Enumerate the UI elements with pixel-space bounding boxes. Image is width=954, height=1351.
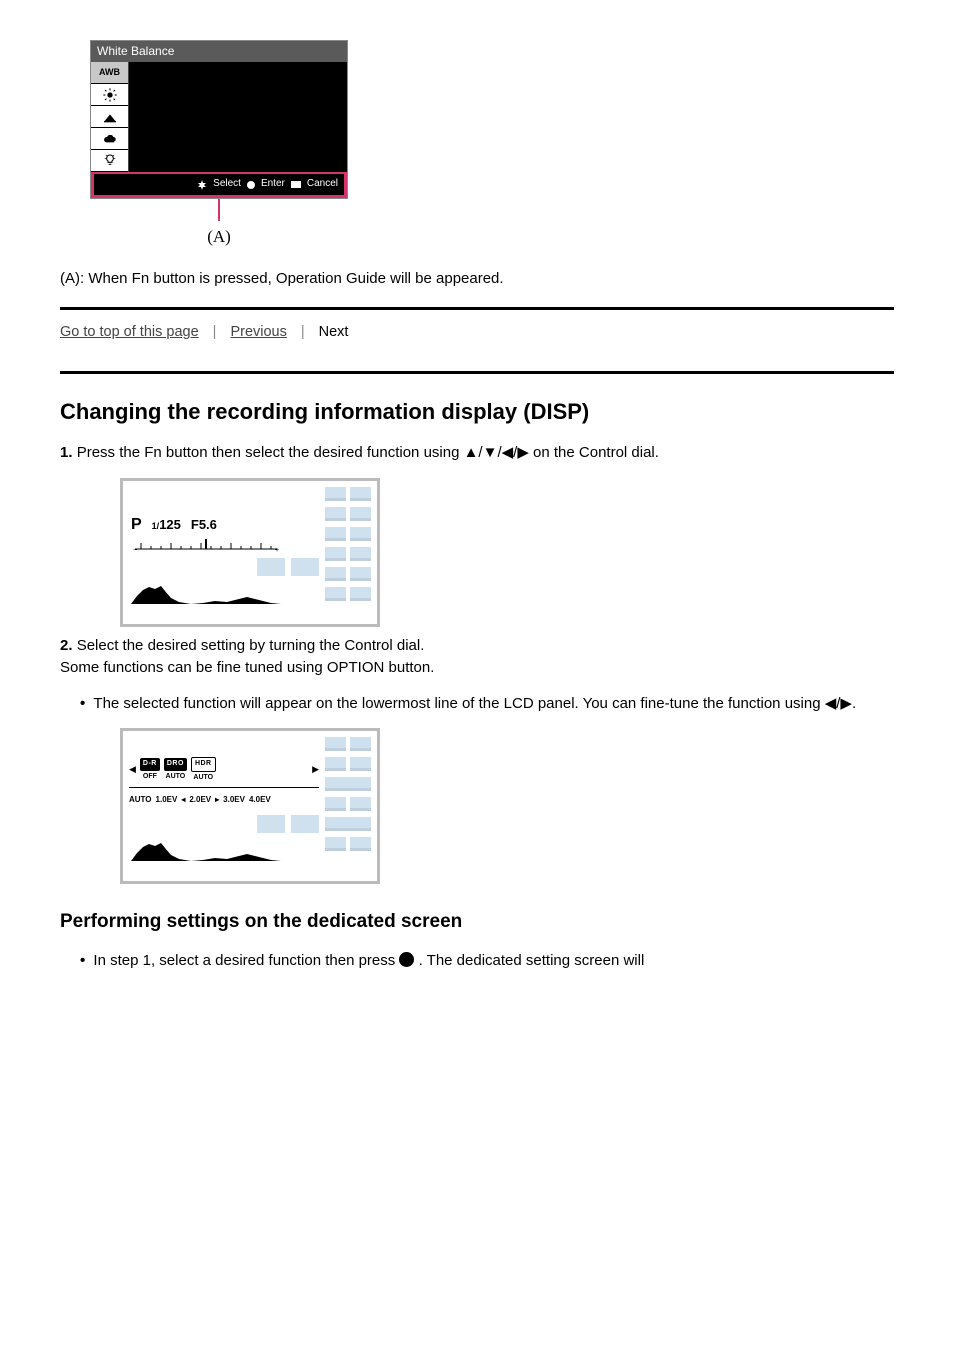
lcd-figure-2: ◀ D-R OFF DRO AUTO HDR AUTO ▶ AUTO 1.0E <box>120 728 380 884</box>
shutter-speed: 1/125 <box>152 516 181 535</box>
step-1: Press the Fn button then select the desi… <box>60 442 894 464</box>
shade-icon <box>102 109 118 125</box>
bullet-finetune: The selected function will appear on the… <box>80 693 894 715</box>
next-current: Next <box>319 322 349 343</box>
sun-icon <box>102 87 118 103</box>
lcd-chips-row <box>129 558 319 576</box>
right-arrow-icon: ▶ <box>312 763 319 776</box>
svg-text:−: − <box>133 547 137 553</box>
divider <box>60 307 894 310</box>
section-title: Changing the recording information displ… <box>60 396 894 428</box>
hdr-auto: HDR AUTO <box>191 757 216 782</box>
dpad-icon <box>197 180 207 190</box>
left-arrow-icon: ◀ <box>129 763 136 776</box>
wb-menu-footer: Select Enter Cancel <box>91 172 347 198</box>
lcd-side-chips <box>325 737 371 875</box>
cancel-icon <box>291 181 301 188</box>
guide-note: (A): When Fn button is pressed, Operatio… <box>60 268 894 290</box>
bullet-list-2: In step 1, select a desired function the… <box>60 950 894 972</box>
f-number: F5.6 <box>191 516 217 535</box>
steps-list: Press the Fn button then select the desi… <box>60 442 894 464</box>
steps-list-2: Select the desired setting by turning th… <box>60 635 894 679</box>
bulb-icon <box>102 153 118 169</box>
caption-a: (A) <box>90 225 348 250</box>
histogram <box>129 837 319 859</box>
wb-item-incandescent <box>91 150 128 172</box>
enter-icon <box>247 181 255 189</box>
cloud-icon <box>102 131 118 147</box>
ev-scale: − + <box>129 538 319 552</box>
wb-menu-panel: White Balance AWB <box>90 40 348 199</box>
wb-item-cloudy <box>91 128 128 150</box>
mode-indicator: P <box>131 513 142 536</box>
wb-menu-title: White Balance <box>91 41 347 62</box>
dro-off: D-R OFF <box>140 758 160 781</box>
top-link[interactable]: Go to top of this page <box>60 322 199 343</box>
histogram <box>129 580 319 602</box>
nav-sep: | <box>291 322 315 343</box>
wb-menu-figure: White Balance AWB <box>60 40 894 250</box>
ev-row: AUTO 1.0EV ◂ 2.0EV ▸ 3.0EV 4.0EV <box>129 792 319 810</box>
bullet-list-1: The selected function will appear on the… <box>60 693 894 715</box>
lcd-chips-row <box>129 815 319 833</box>
wb-footer-select: Select <box>213 177 241 192</box>
step-2: Select the desired setting by turning th… <box>60 635 894 679</box>
wb-item-shade <box>91 106 128 128</box>
dro-row: ◀ D-R OFF DRO AUTO HDR AUTO ▶ <box>129 755 319 787</box>
wb-item-daylight <box>91 84 128 106</box>
bullet-dedicated: In step 1, select a desired function the… <box>80 950 894 972</box>
svg-text:+: + <box>275 547 279 553</box>
divider <box>60 371 894 374</box>
dro-auto: DRO AUTO <box>164 758 187 781</box>
center-button-icon <box>399 952 414 967</box>
lcd-side-chips <box>325 487 371 618</box>
exposure-row: P 1/125 F5.6 <box>129 509 319 538</box>
wb-footer-cancel: Cancel <box>307 177 338 192</box>
nav-row-top: Go to top of this page | Previous | Next <box>60 316 894 353</box>
wb-footer-enter: Enter <box>261 177 285 192</box>
prev-link[interactable]: Previous <box>230 322 286 343</box>
nav-sep: | <box>203 322 227 343</box>
lcd-figure-1: P 1/125 F5.6 − + <box>120 478 380 627</box>
sub-heading: Performing settings on the dedicated scr… <box>60 908 894 936</box>
callout-line <box>218 199 220 221</box>
wb-item-awb: AWB <box>91 62 128 84</box>
